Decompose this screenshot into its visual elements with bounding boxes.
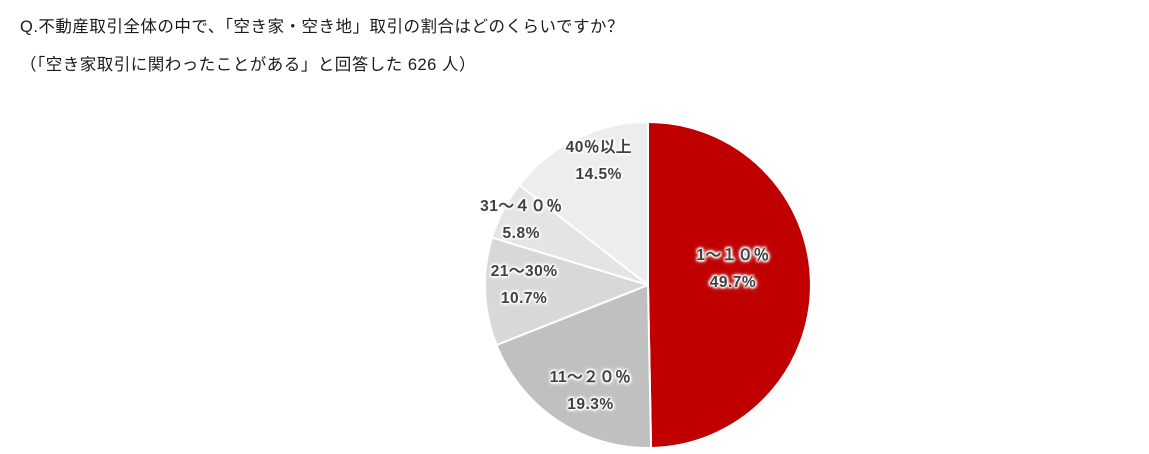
slice-category-label: 11～２０％ [549, 368, 632, 386]
question-header: Q.不動産取引全体の中で、「空き家・空き地」取引の割合はどのくらいですか？ （「… [20, 8, 624, 84]
slice-label-3: 31～４０％ 5.8% [480, 193, 562, 247]
slice-value-label: 5.8% [502, 225, 540, 243]
question-title: Q.不動産取引全体の中で、「空き家・空き地」取引の割合はどのくらいですか？ [20, 18, 625, 36]
slice-category-label: 1～１０％ [696, 247, 770, 265]
pie-chart-svg [484, 121, 812, 449]
slice-label-1: 11～２０％ 19.3% [550, 364, 631, 418]
slice-label-0: 1～１０％ 49.7% [696, 242, 769, 296]
pie-slice-1 [495, 284, 653, 449]
pie-slice-0 [647, 121, 812, 449]
question-subtitle: （「空き家取引に関わったことがある」と回答した 626 人） [20, 56, 476, 74]
slice-label-2: 21～30% 10.7% [491, 258, 558, 312]
pie-slice-4 [518, 121, 649, 286]
slice-value-label: 10.7% [500, 290, 548, 308]
slice-category-label: 21～30% [490, 263, 558, 281]
slice-value-label: 19.3% [567, 395, 614, 413]
slice-label-4: 40％以上 14.5% [566, 134, 632, 188]
pie-chart: 1～１０％ 49.7% 11～２０％ 19.3% 21～30% 10.7% 31～４０％ 5.… [480, 120, 813, 450]
slice-category-label: 31～４０％ [480, 198, 563, 216]
slice-category-label: 40％以上 [565, 138, 632, 156]
slice-value-label: 49.7% [709, 274, 757, 292]
slice-value-label: 14.5% [575, 165, 622, 183]
pie-slice-2 [484, 236, 649, 346]
